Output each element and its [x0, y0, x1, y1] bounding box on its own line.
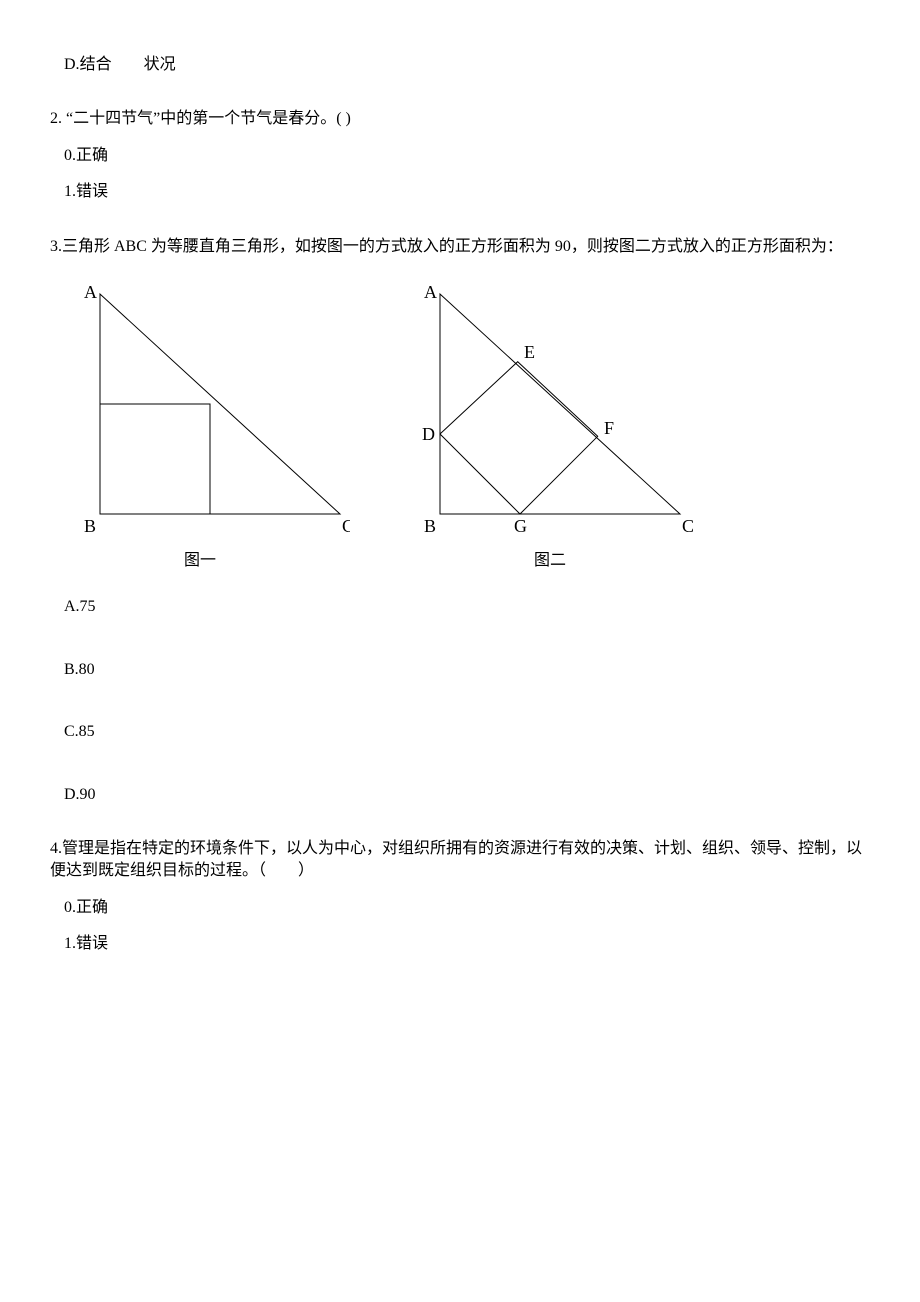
option-d: D.结合 状况 — [50, 54, 870, 76]
figure-2-label-g: G — [514, 516, 527, 536]
question-3-option-b: B.80 — [50, 659, 870, 681]
option-d-text-a: 结合 — [80, 56, 112, 73]
question-2-option-0: 0.正确 — [50, 145, 870, 167]
question-3-option-a: A.75 — [50, 596, 870, 618]
question-2: 2. “二十四节气”中的第一个节气是春分。( ) 0.正确 1.错误 — [50, 108, 870, 203]
figure-1-label-a: A — [84, 282, 97, 302]
figure-2-svg: A B C D E F G — [390, 274, 710, 544]
figure-1-label-b: B — [84, 516, 96, 536]
figure-2-label-c: C — [682, 516, 694, 536]
question-3-option-d: D.90 — [50, 784, 870, 806]
figure-2-square — [440, 362, 598, 514]
figure-1-square — [100, 404, 210, 514]
question-3: 3.三角形 ABC 为等腰直角三角形，如按图一的方式放入的正方形面积为 90，则… — [50, 236, 870, 806]
question-2-text: 2. “二十四节气”中的第一个节气是春分。( ) — [50, 108, 870, 130]
option-d-label: D. — [64, 56, 80, 73]
question-3-figures: A B C 图一 A B C D E F G 图二 — [50, 274, 870, 572]
question-2-option-1: 1.错误 — [50, 181, 870, 203]
figure-2-label-f: F — [604, 418, 614, 438]
figure-2-label-b: B — [424, 516, 436, 536]
option-d-text-b: 状况 — [144, 56, 176, 73]
question-4-option-0: 0.正确 — [50, 897, 870, 919]
figure-1-wrap: A B C 图一 — [50, 274, 350, 572]
question-3-text: 3.三角形 ABC 为等腰直角三角形，如按图一的方式放入的正方形面积为 90，则… — [50, 236, 870, 258]
question-3-option-c: C.85 — [50, 721, 870, 743]
figure-2-caption: 图二 — [534, 550, 566, 572]
figure-1-svg: A B C — [50, 274, 350, 544]
figure-2-label-d: D — [422, 424, 435, 444]
figure-2-triangle — [440, 294, 680, 514]
question-4: 4.管理是指在特定的环境条件下，以人为中心，对组织所拥有的资源进行有效的决策、计… — [50, 838, 870, 956]
question-4-text: 4.管理是指在特定的环境条件下，以人为中心，对组织所拥有的资源进行有效的决策、计… — [50, 838, 870, 883]
figure-2-wrap: A B C D E F G 图二 — [390, 274, 710, 572]
figure-2-label-e: E — [524, 342, 535, 362]
partial-previous-option: D.结合 状况 — [50, 54, 870, 76]
figure-2-label-a: A — [424, 282, 437, 302]
figure-1-caption: 图一 — [184, 550, 216, 572]
figure-1-label-c: C — [342, 516, 350, 536]
question-4-option-1: 1.错误 — [50, 933, 870, 955]
